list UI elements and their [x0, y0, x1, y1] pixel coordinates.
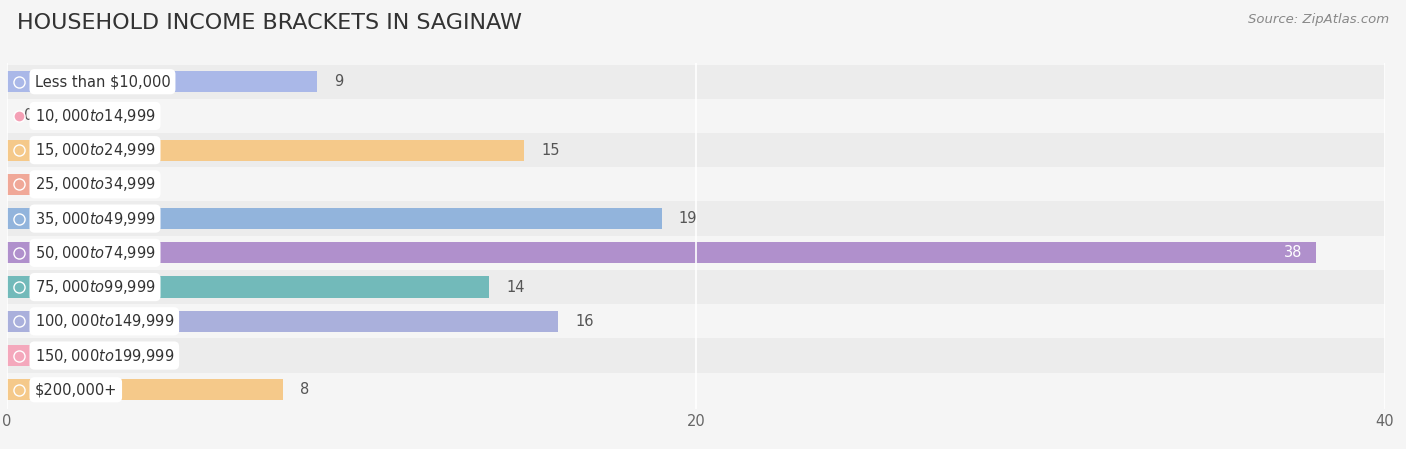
Text: 9: 9 [335, 74, 343, 89]
Bar [7, 270, 1385, 304]
Text: 38: 38 [1284, 245, 1302, 260]
Bar [7, 304, 1385, 339]
Bar [7, 373, 1385, 407]
Text: 16: 16 [575, 314, 593, 329]
Text: $150,000 to $199,999: $150,000 to $199,999 [35, 347, 174, 365]
Text: 19: 19 [679, 211, 697, 226]
Bar [7, 174, 111, 195]
Text: 0: 0 [24, 108, 34, 123]
Text: Source: ZipAtlas.com: Source: ZipAtlas.com [1249, 13, 1389, 26]
Text: 1: 1 [59, 348, 67, 363]
Bar [7, 277, 489, 298]
Text: 15: 15 [541, 143, 560, 158]
Bar [7, 379, 283, 401]
Text: $50,000 to $74,999: $50,000 to $74,999 [35, 244, 156, 262]
Bar [7, 345, 42, 366]
Text: $200,000+: $200,000+ [35, 382, 117, 397]
Bar [7, 236, 1385, 270]
Bar [7, 202, 1385, 236]
Text: 8: 8 [299, 382, 309, 397]
Bar [7, 71, 318, 92]
Bar [7, 65, 1385, 99]
Text: $35,000 to $49,999: $35,000 to $49,999 [35, 210, 156, 228]
Text: $25,000 to $34,999: $25,000 to $34,999 [35, 176, 156, 194]
Text: $75,000 to $99,999: $75,000 to $99,999 [35, 278, 156, 296]
Text: $100,000 to $149,999: $100,000 to $149,999 [35, 313, 174, 330]
Text: Less than $10,000: Less than $10,000 [35, 74, 170, 89]
Bar [7, 242, 1316, 264]
Text: HOUSEHOLD INCOME BRACKETS IN SAGINAW: HOUSEHOLD INCOME BRACKETS IN SAGINAW [17, 13, 522, 34]
Bar [7, 339, 1385, 373]
Text: $10,000 to $14,999: $10,000 to $14,999 [35, 107, 156, 125]
Bar [7, 99, 1385, 133]
Text: 14: 14 [506, 280, 524, 295]
Text: $15,000 to $24,999: $15,000 to $24,999 [35, 141, 156, 159]
Text: 3: 3 [128, 177, 136, 192]
Bar [7, 140, 524, 161]
Bar [7, 167, 1385, 202]
Bar [7, 311, 558, 332]
Bar [7, 133, 1385, 167]
Bar [7, 208, 662, 229]
